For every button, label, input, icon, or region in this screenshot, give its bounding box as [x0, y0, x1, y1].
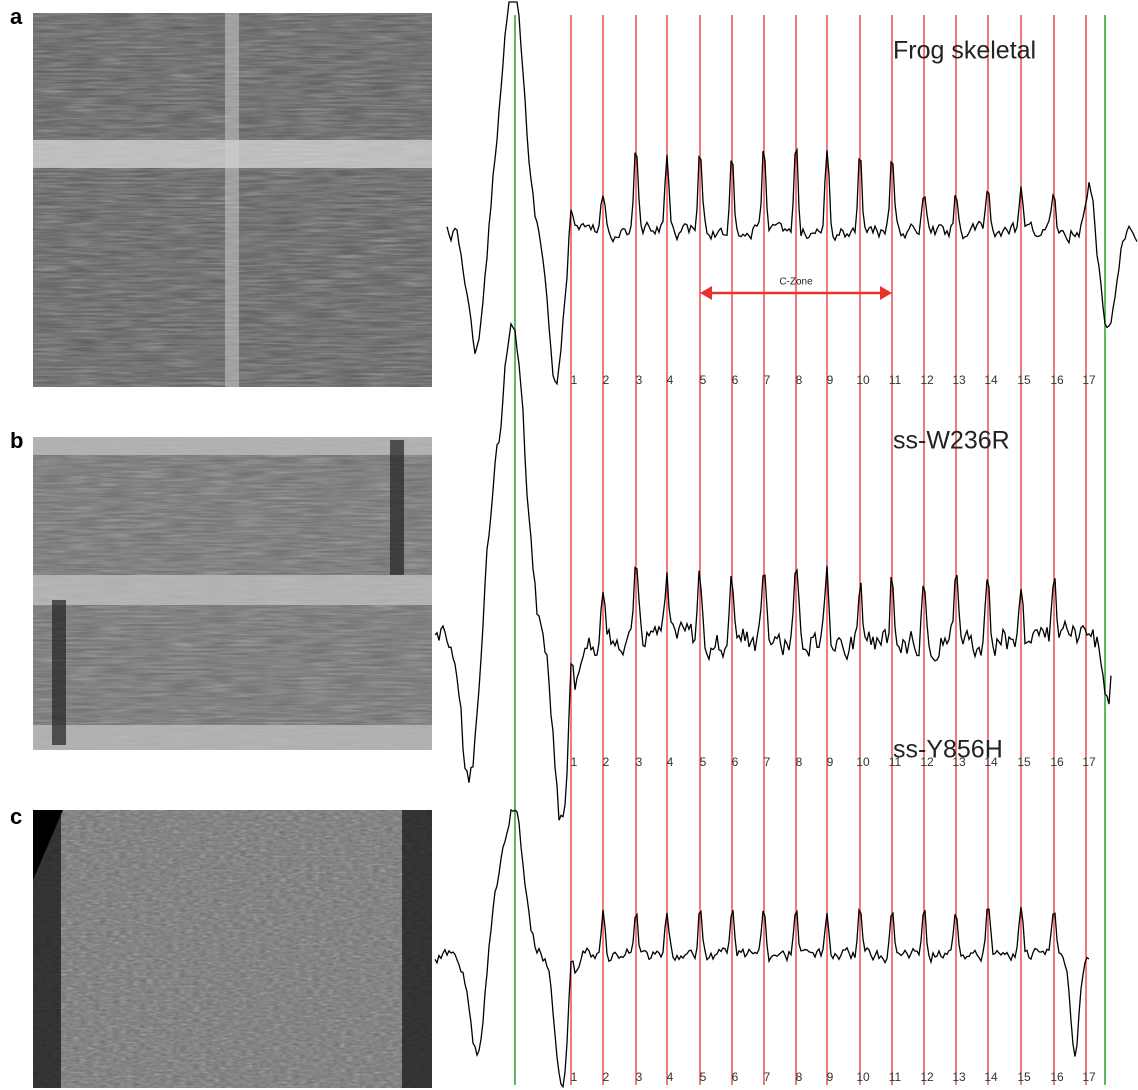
stripe-label: 5 [700, 755, 707, 769]
border [33, 437, 432, 455]
stripe-label: 1 [571, 755, 578, 769]
stripe-label: 3 [636, 1070, 643, 1084]
density-profile [446, 1, 1138, 386]
stripe-label: 2 [603, 373, 610, 387]
stripe-label: 9 [827, 373, 834, 387]
stripe-label: 3 [636, 755, 643, 769]
stripe-label: 12 [920, 1070, 934, 1084]
stripe-label: 15 [1017, 373, 1031, 387]
stripe-label: 16 [1050, 373, 1064, 387]
stripe-label: 13 [952, 755, 966, 769]
stripe-label: 6 [732, 755, 739, 769]
stripe-label: 11 [889, 755, 902, 769]
panel-label: a [10, 4, 23, 29]
m-line [225, 13, 239, 387]
density-profile [434, 808, 1090, 1089]
panel-title: ss-W236R [893, 427, 1010, 455]
stripe-label: 4 [667, 755, 674, 769]
micrograph [33, 437, 432, 750]
stripe-label: 17 [1082, 1070, 1096, 1084]
stripe-label: 10 [856, 755, 870, 769]
stripe-label: 5 [700, 373, 707, 387]
z-line [390, 440, 404, 575]
stripe-label: 2 [603, 755, 610, 769]
stripe-label: 16 [1050, 755, 1064, 769]
stripe-label: 9 [827, 1070, 834, 1084]
stripe-label: 8 [796, 755, 803, 769]
stripe-label: 1 [571, 373, 578, 387]
density-profile [434, 321, 1112, 821]
z-line [402, 810, 432, 1088]
c-zone-label: C-Zone [779, 277, 813, 288]
stripe-label: 16 [1050, 1070, 1064, 1084]
stripe-label: 17 [1082, 373, 1096, 387]
panel-title: ss-Y856H [893, 736, 1003, 764]
stripe-label: 5 [700, 1070, 707, 1084]
stripe-label: 9 [827, 755, 834, 769]
stripe-label: 13 [952, 373, 966, 387]
stripe-label: 14 [984, 755, 998, 769]
stripe-label: 15 [1017, 755, 1031, 769]
panel-label: c [10, 804, 22, 829]
micrograph-texture [33, 810, 432, 1088]
panel-label: b [10, 428, 23, 453]
stripe-label: 13 [952, 1070, 966, 1084]
stripe-label: 12 [920, 755, 934, 769]
stripe-label: 6 [732, 373, 739, 387]
stripe-label: 11 [889, 373, 902, 387]
stripe-label: 8 [796, 373, 803, 387]
stripe-label: 1 [571, 1070, 578, 1084]
stripe-label: 10 [856, 1070, 870, 1084]
z-band [33, 575, 432, 605]
stripe-label: 2 [603, 1070, 610, 1084]
stripe-label: 4 [667, 373, 674, 387]
stripe-label: 7 [764, 1070, 771, 1084]
stripe-label: 15 [1017, 1070, 1031, 1084]
stripe-label: 17 [1082, 755, 1096, 769]
panel-title: Frog skeletal [893, 37, 1036, 65]
stripe-label: 6 [732, 1070, 739, 1084]
stripe-label: 14 [984, 373, 998, 387]
stripe-label: 4 [667, 1070, 674, 1084]
arrow-head [700, 286, 712, 300]
stripe-label: 12 [920, 373, 934, 387]
stripe-label: 11 [889, 1070, 902, 1084]
stripe-label: 10 [856, 373, 870, 387]
stripe-label: 8 [796, 1070, 803, 1084]
border [33, 725, 432, 750]
stripe-label: 7 [764, 755, 771, 769]
corner [33, 810, 63, 880]
micrograph [33, 13, 432, 387]
stripe-label: 7 [764, 373, 771, 387]
z-line [52, 600, 66, 745]
arrow-head [880, 286, 892, 300]
stripe-label: 14 [984, 1070, 998, 1084]
micrograph [33, 810, 432, 1088]
stripe-label: 3 [636, 373, 643, 387]
